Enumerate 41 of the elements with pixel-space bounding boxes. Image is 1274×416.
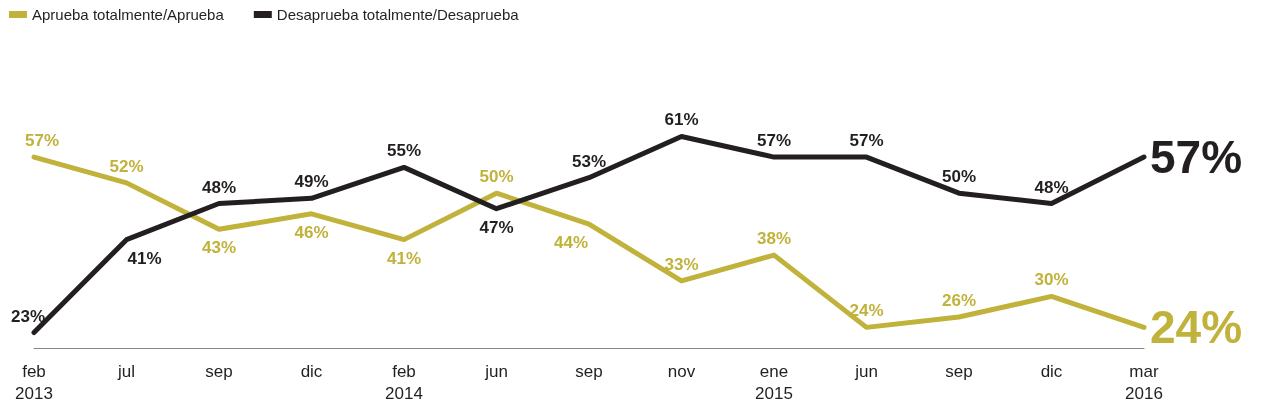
data-label: 46% [294,222,329,242]
x-tick-label: jun [854,361,878,381]
data-label: 26% [941,291,977,311]
data-label: 50% [479,167,514,187]
x-tick-label: jun [484,361,508,381]
data-label: 61% [664,110,699,130]
data-label: 49% [294,172,329,192]
data-label: 57% [849,131,884,151]
x-tick-label: sep [205,361,233,381]
data-label: 57% [1150,131,1243,184]
x-tick-label: sep [945,361,973,381]
data-label: 41% [386,248,422,268]
x-tick-label: ene 2015 [755,361,793,403]
x-tick-label: dic [1040,361,1063,381]
data-label: 47% [479,217,514,237]
x-tick-label: dic [300,361,323,381]
data-label: 53% [571,151,607,171]
data-label: 44% [553,233,589,253]
data-label: 57% [756,131,792,151]
x-tick-label: sep [575,361,603,381]
data-label: 57% [24,131,60,151]
x-tick-label: mar 2016 [1125,361,1163,403]
data-label: 23% [10,306,46,326]
data-label: 48% [1034,177,1069,197]
data-label: 43% [201,238,237,258]
data-label: 30% [1034,270,1069,290]
x-tick-label: jul [116,361,136,381]
x-tick-label: nov [667,361,696,381]
data-label: 52% [109,156,144,176]
x-tick-label: feb 2014 [385,361,423,403]
data-label: 38% [756,229,792,249]
legend-label: Aprueba totalmente/Aprueba [32,6,225,23]
data-label: 24% [849,301,884,321]
data-label: 24% [1150,301,1243,354]
legend-label: Desaprueba totalmente/Desaprueba [276,6,520,23]
data-label: 33% [664,254,699,274]
data-label: 55% [386,141,422,161]
data-label: 48% [201,177,237,197]
x-tick-label: feb 2013 [15,361,53,403]
data-label: 50% [941,167,977,187]
data-label: 41% [127,248,162,268]
